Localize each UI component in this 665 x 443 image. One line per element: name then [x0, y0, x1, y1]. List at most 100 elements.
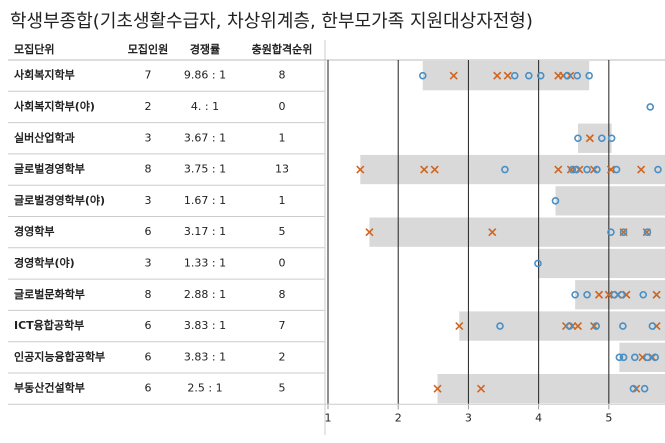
column-header: 경쟁률	[190, 42, 220, 56]
cross	[430, 165, 439, 174]
circle	[593, 165, 601, 174]
cell: 8	[279, 69, 286, 82]
range-box	[537, 248, 665, 279]
row-label: 인공지능융합공학부	[14, 349, 105, 363]
cell: 1	[279, 194, 286, 207]
x-tick-label: 2	[395, 411, 402, 424]
circle	[571, 290, 579, 299]
circle	[496, 322, 504, 330]
cross	[594, 290, 604, 299]
row-label: 글로벌문화학부	[14, 287, 85, 301]
cell: 3	[145, 131, 152, 144]
cell: 1	[279, 131, 286, 144]
cross	[554, 165, 563, 174]
cell: 5	[279, 225, 286, 238]
circle	[574, 134, 582, 143]
cell: 3.83 : 1	[184, 319, 226, 332]
range-box	[459, 311, 665, 341]
cross	[488, 228, 497, 237]
circle	[643, 228, 652, 236]
range-box	[369, 217, 665, 247]
cell: 6	[145, 382, 152, 395]
cell: 3.17 : 1	[184, 225, 226, 238]
row-label: 글로벌경영학부	[14, 162, 85, 176]
x-tick-label: 3	[465, 411, 472, 424]
circle	[607, 134, 616, 143]
cell: 2.88 : 1	[184, 288, 226, 301]
cross	[476, 384, 486, 393]
cell: 0	[279, 100, 286, 113]
circle	[573, 71, 582, 80]
cell: 7	[145, 69, 152, 82]
circle	[640, 384, 649, 393]
circle	[654, 165, 662, 174]
circle	[536, 71, 545, 80]
cell: 0	[279, 256, 286, 269]
circle	[534, 259, 542, 268]
circle	[563, 71, 572, 80]
circle	[583, 290, 591, 299]
x-tick-label: 4	[535, 411, 542, 424]
row-label: 경영학부	[14, 224, 54, 238]
cross	[573, 321, 583, 331]
cell: 3.75 : 1	[184, 163, 226, 176]
cell: 6	[145, 225, 152, 238]
circle	[598, 134, 606, 143]
range-box	[555, 186, 665, 216]
circle	[568, 165, 577, 174]
cell: 2	[145, 100, 152, 113]
circle	[551, 197, 560, 205]
circle	[607, 228, 615, 236]
column-header: 모집인원	[128, 42, 168, 56]
row-label: 경영학부(야)	[14, 255, 75, 269]
column-header: 모집단위	[14, 42, 54, 56]
circle	[639, 290, 648, 299]
row-label: 실버산업학과	[14, 130, 75, 144]
circle	[643, 353, 652, 362]
circle	[585, 71, 593, 80]
row-label: ICT융합공학부	[14, 318, 84, 332]
x-tick-label: 1	[325, 411, 332, 424]
circle	[619, 322, 627, 330]
x-tick-label: 5	[605, 411, 612, 424]
cell: 3	[145, 194, 152, 207]
cell: 2	[279, 350, 286, 363]
circle	[524, 71, 533, 80]
circle	[418, 71, 427, 80]
circle	[646, 103, 655, 111]
circle	[651, 353, 659, 362]
circle	[619, 353, 628, 362]
cell: 3.83 : 1	[184, 350, 226, 363]
circle	[583, 165, 591, 174]
row-label: 글로벌경영학부(야)	[14, 193, 105, 207]
range-box	[437, 374, 665, 404]
cross	[420, 165, 429, 174]
cross	[503, 71, 512, 80]
range-box	[577, 123, 612, 153]
cell: 6	[145, 350, 152, 363]
circle	[615, 353, 624, 362]
cell: 8	[145, 288, 152, 301]
cell: 9.86 : 1	[184, 69, 226, 82]
circle	[510, 71, 519, 80]
cell: 4. : 1	[191, 100, 219, 113]
cell: 1.33 : 1	[184, 256, 226, 269]
cell: 1.67 : 1	[184, 194, 226, 207]
circle	[612, 165, 621, 174]
cell: 7	[279, 319, 286, 332]
circle	[617, 290, 626, 299]
cross	[449, 71, 458, 80]
circle	[501, 165, 509, 174]
cell: 3.67 : 1	[184, 131, 226, 144]
circle	[648, 322, 657, 330]
circle	[610, 290, 619, 299]
cell: 3	[145, 256, 152, 269]
circle	[619, 228, 628, 236]
cross	[585, 134, 594, 143]
cross	[652, 290, 661, 299]
cross	[604, 290, 613, 299]
cross	[433, 384, 442, 393]
title: 학생부종합(기초생활수급자, 차상위계층, 한부모가족 지원대상자전형)	[10, 11, 533, 32]
circle	[629, 384, 638, 393]
